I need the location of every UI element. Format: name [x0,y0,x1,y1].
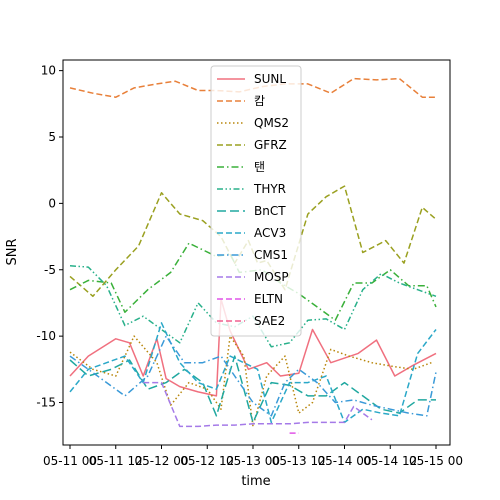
x-tick-label: 05-14 12 [363,454,417,468]
x-tick-label: 05-12 12 [180,454,234,468]
y-tick-label: 0 [48,196,56,210]
legend-label: QMS2 [254,116,289,130]
legend-label: BnCT [254,204,286,218]
legend: SUNL 캄 QMS2 GFRZ 탠 THYR BnCT ACV3 CMS1 MOSP ELTN SA… [210,65,302,337]
legend-label: 탠 [254,160,265,174]
x-axis-label: time [241,474,270,489]
y-tick-label: 5 [48,130,56,144]
legend-box [210,65,302,337]
series-line-GFRZ [69,185,437,298]
y-axis-ticks: 10 5 0 -5 -10 -15 [36,64,63,410]
legend-label: SUNL [254,72,286,86]
x-tick-label: 05-13 00 [226,454,280,468]
legend-label: SAE2 [254,314,285,328]
legend-label: ELTN [254,292,283,306]
legend-label: 캄 [254,94,265,108]
y-tick-label: -5 [44,263,56,277]
x-tick-label: 05-14 00 [318,454,372,468]
y-axis-label: SNR [5,238,20,265]
series-lines [69,77,437,434]
x-tick-label: 05-11 12 [89,454,143,468]
series-line-QMS2 [69,335,432,428]
x-tick-label: 05-13 12 [272,454,326,468]
y-tick-label: -15 [36,396,56,410]
series-line-BnCT [69,355,436,424]
legend-label: THYR [253,182,286,196]
y-tick-label: 10 [41,64,56,78]
legend-label: ACV3 [254,226,286,240]
legend-label: GFRZ [254,138,287,152]
series-line-MOSP [143,381,373,428]
y-tick-label: -10 [36,329,56,343]
x-tick-label: 05-11 00 [43,454,97,468]
legend-label: CMS1 [254,248,288,262]
series-line-ACV3 [69,322,437,424]
series-line-CMS1 [69,335,437,417]
plot-frame [62,59,451,446]
x-tick-label: 05-12 00 [135,454,189,468]
x-tick-label: 05-15 00 [409,454,463,468]
series-line-캄 [69,77,436,98]
legend-label: MOSP [254,270,289,284]
